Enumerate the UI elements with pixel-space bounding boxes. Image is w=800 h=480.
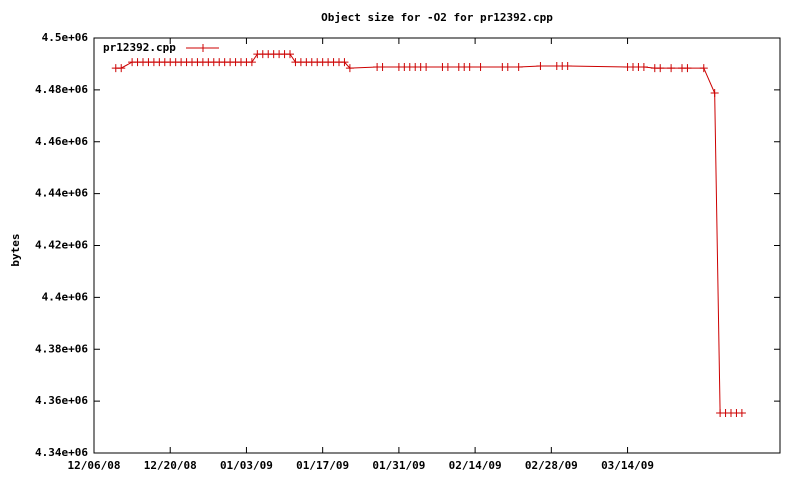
- point-marker: [247, 58, 256, 67]
- y-tick-label: 4.5e+06: [42, 31, 89, 44]
- y-tick-label: 4.34e+06: [35, 446, 88, 459]
- point-marker: [345, 64, 354, 73]
- x-tick-label: 03/14/09: [601, 459, 654, 472]
- point-marker: [656, 64, 665, 73]
- point-marker: [476, 63, 485, 72]
- point-marker: [422, 63, 431, 72]
- x-tick-label: 02/14/09: [449, 459, 502, 472]
- point-marker: [286, 50, 294, 59]
- point-marker: [465, 63, 474, 72]
- point-marker: [117, 64, 126, 73]
- point-marker: [536, 62, 545, 71]
- legend-marker: [199, 44, 207, 52]
- point-marker: [639, 63, 648, 72]
- point-marker: [443, 63, 452, 72]
- y-tick-label: 4.4e+06: [42, 290, 89, 303]
- point-marker: [683, 64, 692, 73]
- chart-title: Object size for -O2 for pr12392.cpp: [321, 11, 553, 24]
- y-tick-label: 4.36e+06: [35, 394, 88, 407]
- point-marker: [699, 64, 708, 73]
- x-tick-label: 12/06/08: [68, 459, 121, 472]
- y-tick-label: 4.48e+06: [35, 83, 88, 96]
- point-marker: [378, 63, 387, 72]
- x-tick-label: 01/03/09: [220, 459, 273, 472]
- x-tick-label: 01/17/09: [296, 459, 349, 472]
- y-tick-label: 4.42e+06: [35, 239, 88, 252]
- point-marker: [503, 63, 512, 72]
- y-tick-label: 4.44e+06: [35, 187, 88, 200]
- point-marker: [514, 63, 523, 72]
- point-marker: [340, 58, 349, 67]
- point-marker: [737, 409, 746, 418]
- point-marker: [667, 64, 676, 73]
- x-tick-label: 01/31/09: [372, 459, 425, 472]
- y-axis-label: bytes: [9, 233, 22, 266]
- legend-label: pr12392.cpp: [103, 41, 176, 54]
- y-tick-label: 4.38e+06: [35, 342, 88, 355]
- x-tick-label: 12/20/08: [144, 459, 197, 472]
- point-marker: [710, 88, 719, 97]
- point-marker: [563, 62, 572, 71]
- y-tick-label: 4.46e+06: [35, 135, 88, 148]
- x-tick-label: 02/28/09: [525, 459, 578, 472]
